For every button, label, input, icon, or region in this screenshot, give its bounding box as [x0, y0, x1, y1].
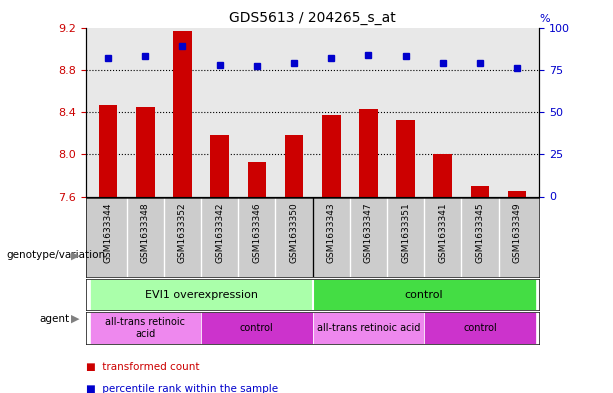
Bar — [173, 31, 192, 196]
Bar — [313, 279, 536, 310]
Text: GSM1633343: GSM1633343 — [327, 202, 336, 263]
Text: GSM1633341: GSM1633341 — [438, 202, 447, 263]
Text: control: control — [240, 323, 274, 333]
Bar — [89, 312, 201, 344]
Text: ▶: ▶ — [71, 314, 80, 324]
Bar — [285, 135, 303, 196]
Bar — [99, 105, 118, 196]
Bar — [471, 186, 489, 196]
Text: GSM1633351: GSM1633351 — [401, 202, 410, 263]
Text: GSM1633348: GSM1633348 — [141, 202, 150, 263]
Text: GSM1633352: GSM1633352 — [178, 202, 187, 263]
Text: GSM1633350: GSM1633350 — [289, 202, 299, 263]
Bar — [210, 135, 229, 196]
Text: control: control — [463, 323, 497, 333]
Text: agent: agent — [40, 314, 70, 324]
Bar — [201, 312, 313, 344]
Bar — [359, 109, 378, 196]
Text: %: % — [539, 14, 550, 24]
Title: GDS5613 / 204265_s_at: GDS5613 / 204265_s_at — [229, 11, 396, 25]
Bar — [433, 154, 452, 196]
Text: control: control — [405, 290, 443, 300]
Bar — [508, 191, 527, 196]
Text: GSM1633342: GSM1633342 — [215, 202, 224, 263]
Text: ▶: ▶ — [71, 250, 80, 261]
Bar — [136, 107, 154, 196]
Bar — [248, 162, 266, 196]
Text: GSM1633345: GSM1633345 — [476, 202, 484, 263]
Text: all-trans retinoic
acid: all-trans retinoic acid — [105, 318, 185, 339]
Bar — [424, 312, 536, 344]
Text: GSM1633349: GSM1633349 — [512, 202, 522, 263]
Text: genotype/variation: genotype/variation — [6, 250, 105, 261]
Bar — [396, 121, 415, 196]
Text: GSM1633346: GSM1633346 — [253, 202, 261, 263]
Text: ■  percentile rank within the sample: ■ percentile rank within the sample — [86, 384, 278, 393]
Text: GSM1633344: GSM1633344 — [104, 202, 113, 263]
Text: GSM1633347: GSM1633347 — [364, 202, 373, 263]
Bar — [322, 115, 340, 196]
Text: EVI1 overexpression: EVI1 overexpression — [145, 290, 257, 300]
Bar — [89, 279, 313, 310]
Text: ■  transformed count: ■ transformed count — [86, 362, 199, 373]
Bar — [313, 312, 424, 344]
Text: all-trans retinoic acid: all-trans retinoic acid — [317, 323, 420, 333]
